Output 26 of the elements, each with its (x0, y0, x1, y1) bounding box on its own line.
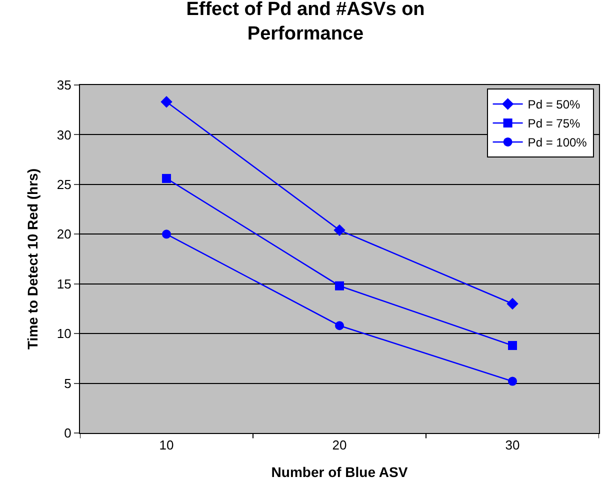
x-tick-label: 20 (332, 438, 347, 453)
x-axis-title: Number of Blue ASV (271, 464, 408, 480)
point (334, 224, 346, 236)
x-tick-label: 10 (159, 438, 174, 453)
point (160, 96, 172, 108)
x-tick-label: 30 (505, 438, 520, 453)
point (335, 321, 344, 330)
y-tick-label: 15 (56, 276, 72, 292)
legend-label: Pd = 100% (528, 136, 588, 150)
y-tick-label: 5 (64, 376, 72, 391)
chart-title: Effect of Pd and #ASVs on Performance (186, 0, 425, 44)
y-tick-label: 25 (56, 176, 72, 192)
y-tick-label: 20 (56, 226, 72, 242)
y-axis-title: Time to Detect 10 Red (hrs) (24, 168, 41, 350)
point (162, 230, 171, 239)
point (506, 298, 518, 310)
point (162, 174, 171, 183)
legend-label: Pd = 50% (528, 98, 581, 112)
y-tick-label: 30 (56, 127, 72, 142)
y-tick-label: 0 (64, 426, 72, 441)
point (508, 376, 517, 386)
y-tick-label: 35 (56, 78, 72, 93)
y-tick-label: 10 (56, 326, 72, 342)
point (335, 281, 344, 290)
legend-label: Pd = 75% (528, 116, 581, 131)
point (508, 341, 517, 350)
